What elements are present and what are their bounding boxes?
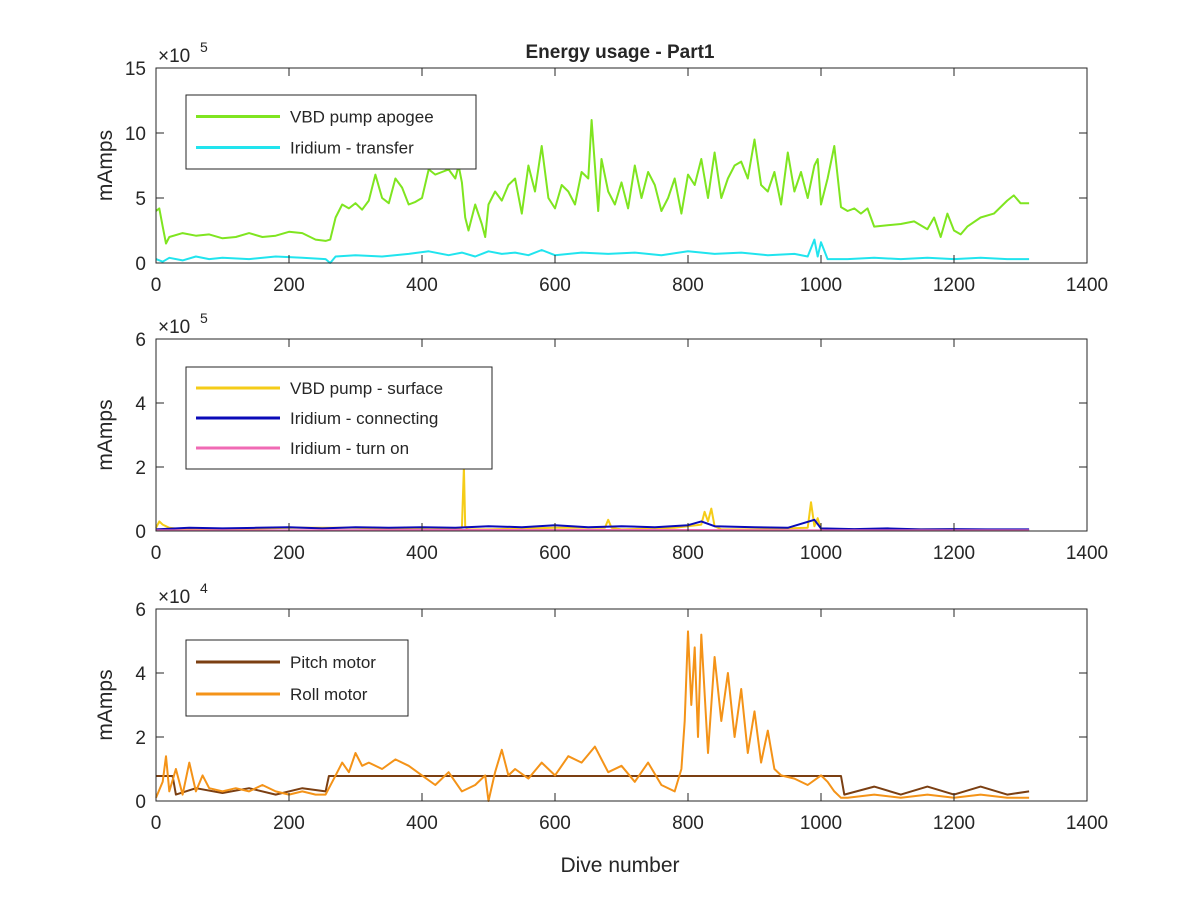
y-tick-label: 5 (135, 189, 146, 210)
y-axis-label: mAmps (94, 399, 117, 470)
x-tick-label: 1000 (800, 813, 842, 834)
legend-entry-label: Iridium - connecting (290, 409, 438, 428)
y-tick-label: 2 (135, 728, 146, 749)
x-tick-label: 1000 (800, 275, 842, 296)
y-tick-label: 2 (135, 458, 146, 479)
x-tick-label: 1400 (1066, 543, 1108, 564)
x-tick-label: 0 (151, 543, 162, 564)
y-tick-label: 0 (135, 254, 146, 275)
series-line-iridium-connecting (155, 518, 1030, 531)
legend-entry-label: Iridium - transfer (290, 139, 414, 158)
legend-entry-label: VBD pump apogee (290, 108, 434, 127)
x-axis-label: Dive number (560, 854, 679, 877)
legend: VBD pump apogee Iridium - transfer (185, 94, 477, 170)
y-tick-label: 4 (135, 664, 146, 685)
x-tick-label: 600 (539, 275, 571, 296)
chart-panel-1: 0 200 400 600 800 1000 1200 1400 0 5 10 15 ×10 5 mAmps… (94, 39, 1108, 296)
axes-frame (155, 608, 1088, 802)
y-tick-label: 15 (125, 59, 146, 80)
y-exponent-label: ×10 (158, 46, 190, 67)
legend-entry-label: Roll motor (290, 685, 368, 704)
y-exponent-power: 5 (200, 39, 208, 55)
x-tick-label: 200 (273, 813, 305, 834)
y-tick-label: 6 (135, 600, 146, 621)
x-tick-label: 600 (539, 543, 571, 564)
x-tick-label: 0 (151, 275, 162, 296)
x-tick-label: 600 (539, 813, 571, 834)
legend-box (185, 94, 477, 170)
y-tick-label: 10 (125, 124, 146, 145)
legend-box (185, 639, 409, 717)
legend-entry-label: Pitch motor (290, 653, 376, 672)
x-tick-label: 800 (672, 275, 704, 296)
series-line-roll-motor (155, 630, 1030, 802)
y-tick-label: 6 (135, 330, 146, 351)
x-tick-label: 400 (406, 543, 438, 564)
legend: VBD pump - surface Iridium - connecting Ir… (185, 366, 493, 470)
y-exponent-power: 4 (200, 580, 208, 596)
figure-title: Energy usage - Part1 (525, 42, 714, 63)
y-exponent-power: 5 (200, 310, 208, 326)
x-tick-label: 800 (672, 813, 704, 834)
chart-panel-2: 0 200 400 600 800 1000 1200 1400 0 2 4 6 ×10 5 mAmps VB… (94, 310, 1108, 564)
legend-entry-label: Iridium - turn on (290, 439, 409, 458)
x-tick-label: 200 (273, 275, 305, 296)
axes-frame (155, 67, 1088, 264)
series-line-iridium-transfer (155, 238, 1030, 264)
x-tick-label: 1000 (800, 543, 842, 564)
y-axis-label: mAmps (94, 669, 117, 740)
y-exponent-label: ×10 (158, 317, 190, 338)
legend-entry-label: VBD pump - surface (290, 379, 443, 398)
x-tick-label: 1400 (1066, 275, 1108, 296)
y-tick-label: 4 (135, 394, 146, 415)
x-tick-label: 1200 (933, 275, 975, 296)
series-line-vbd-pump-apogee (155, 119, 1030, 245)
y-axis-label: mAmps (94, 130, 117, 201)
x-tick-label: 200 (273, 543, 305, 564)
x-tick-label: 1200 (933, 543, 975, 564)
x-tick-label: 400 (406, 275, 438, 296)
legend: Pitch motor Roll motor (185, 639, 409, 717)
x-tick-label: 0 (151, 813, 162, 834)
axes-frame (155, 338, 1088, 532)
x-tick-label: 800 (672, 543, 704, 564)
chart-panel-3: 0 200 400 600 800 1000 1200 1400 0 2 4 6 ×10 4 mAmps Pi… (94, 580, 1108, 834)
x-tick-label: 1200 (933, 813, 975, 834)
y-tick-label: 0 (135, 522, 146, 543)
x-tick-label: 400 (406, 813, 438, 834)
y-tick-label: 0 (135, 792, 146, 813)
y-exponent-label: ×10 (158, 587, 190, 608)
x-tick-label: 1400 (1066, 813, 1108, 834)
